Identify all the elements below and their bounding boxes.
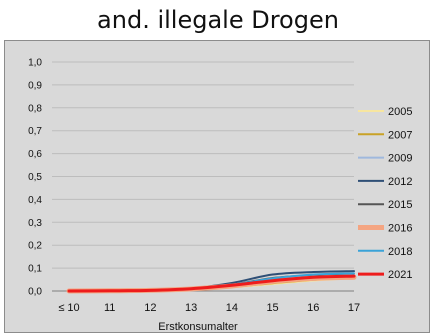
y-tick-label: 0,1 [28,264,42,275]
x-tick-label: 17 [348,302,360,314]
series-line-2016 [66,274,357,294]
series-lines [66,270,357,294]
series-line-2021 [67,274,356,293]
legend-label-2015: 2015 [388,199,412,211]
grid-lines [52,61,354,292]
y-tick-label: 0,5 [28,172,42,183]
y-tick-label: 0,2 [28,241,42,252]
y-axis-ticks: 0,0 0,1 0,2 0,3 0,4 0,5 0,6 0,7 0,8 0,9 1,0 [28,58,42,298]
x-tick-label: ≤ 10 [58,302,79,314]
x-axis-label: Erstkonsumalter [158,321,238,333]
y-tick-label: 0,7 [28,126,42,137]
x-tick-label: 16 [307,302,319,314]
x-tick-label: 11 [104,302,115,314]
legend-label-2007: 2007 [388,129,412,141]
x-tick-label: 14 [226,302,238,314]
y-tick-label: 0,6 [28,149,42,160]
x-axis-ticks: ≤ 10 11 12 13 14 15 16 17 [58,302,360,314]
y-tick-label: 1,0 [28,58,42,69]
legend-label-2021: 2021 [388,269,412,281]
chart-panel [4,40,430,333]
legend-label-2018: 2018 [388,246,412,258]
legend-label-2005: 2005 [388,106,412,118]
legend: 2005 2007 2009 2012 2015 2016 2018 2021 [358,106,412,281]
y-tick-label: 0,9 [28,80,42,91]
x-tick-label: 15 [266,302,278,314]
legend-label-2016: 2016 [388,223,412,235]
legend-label-2012: 2012 [388,176,412,188]
y-tick-label: 0,4 [28,195,42,206]
x-tick-label: 13 [185,302,197,314]
chart-title: and. illegale Drogen [97,6,339,34]
x-tick-label: 12 [144,302,156,314]
y-tick-label: 0,0 [28,287,42,298]
y-tick-label: 0,3 [28,218,42,229]
y-tick-label: 0,8 [28,103,42,114]
legend-label-2009: 2009 [388,153,412,165]
